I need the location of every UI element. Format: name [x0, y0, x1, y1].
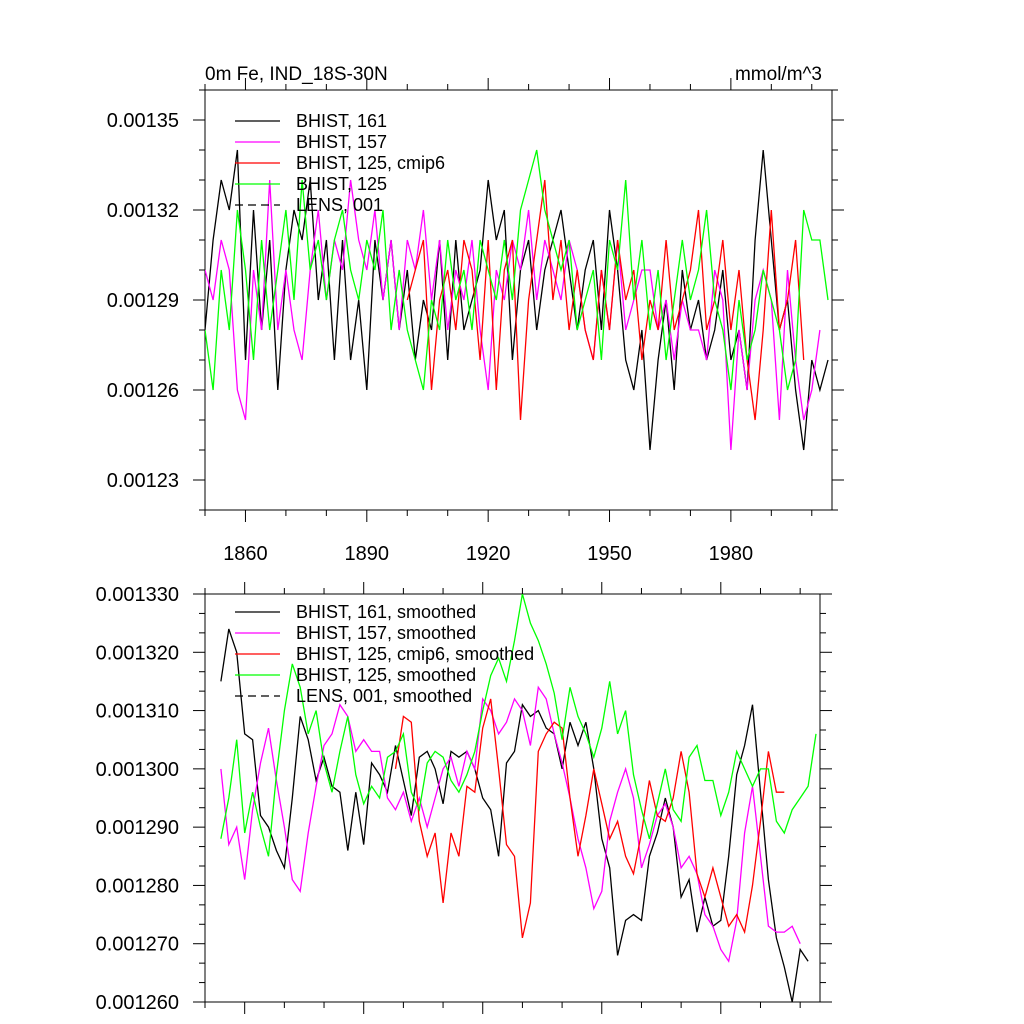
- y-tick-label: 0.001330: [96, 584, 179, 606]
- legend-label: LENS, 001, smoothed: [296, 686, 472, 706]
- y-tick-label: 0.001290: [96, 817, 179, 839]
- series-line: [220, 685, 801, 963]
- top-panel: 1860 1890 1920 1950 1980 0.00123 0.00126 0.0012…: [107, 64, 844, 565]
- legend-label: BHIST, 125: [296, 174, 387, 194]
- x-tick-label: 1860: [223, 543, 268, 565]
- legend-label: BHIST, 161: [296, 111, 387, 131]
- x-tick-label: 1920: [466, 543, 511, 565]
- legend-label: BHIST, 125, cmip6, smoothed: [296, 644, 534, 664]
- legend-label: BHIST, 125, smoothed: [296, 665, 476, 685]
- y-tick-label: 0.001300: [96, 759, 179, 781]
- legend-label: BHIST, 161, smoothed: [296, 602, 476, 622]
- legend-label: BHIST, 125, cmip6: [296, 153, 445, 173]
- series-line: [220, 594, 817, 857]
- x-tick-label: 1890: [345, 543, 390, 565]
- y-tick-label: 0.001280: [96, 875, 179, 897]
- chart-units: mmol/m^3: [735, 64, 822, 85]
- y-tick-label: 0.00135: [107, 110, 179, 132]
- y-tick-label: 0.001270: [96, 934, 179, 956]
- plot-frame: [204, 593, 821, 1003]
- legend-label: LENS, 001: [296, 195, 383, 215]
- series-line: [205, 149, 829, 451]
- y-tick-label: 0.001310: [96, 701, 179, 723]
- chart-title: 0m Fe, IND_18S-30N: [205, 64, 388, 85]
- series-line: [394, 698, 785, 939]
- series-lines: [220, 594, 817, 1002]
- y-tick-label: 0.001260: [96, 992, 179, 1014]
- y-tick-label: 0.00123: [107, 470, 179, 492]
- legend-label: BHIST, 157, smoothed: [296, 623, 476, 643]
- y-tick-label: 0.00132: [107, 200, 179, 222]
- bottom-panel: 0.001260 0.001270 0.001280 0.001290 0.001300…: [96, 582, 832, 1014]
- x-tick-label: 1950: [587, 543, 632, 565]
- legend-label: BHIST, 157: [296, 132, 387, 152]
- series-lines: [205, 149, 829, 451]
- y-tick-label: 0.001320: [96, 642, 179, 664]
- series-line: [205, 149, 829, 391]
- y-tick-label: 0.00126: [107, 380, 179, 402]
- x-tick-label: 1980: [709, 543, 754, 565]
- y-tick-label: 0.00129: [107, 290, 179, 312]
